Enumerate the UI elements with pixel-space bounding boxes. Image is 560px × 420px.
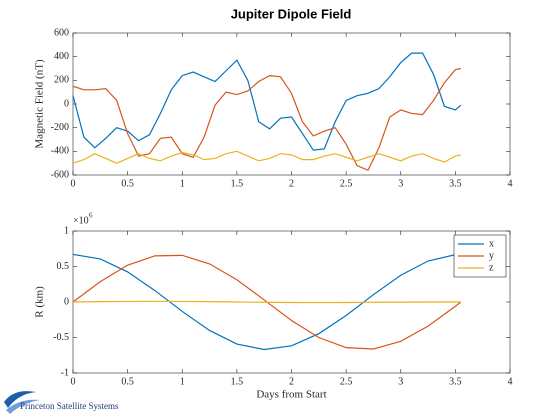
y-tick-label: -400 xyxy=(51,146,69,157)
y-tick-label: 0 xyxy=(64,296,69,307)
legend-label: x xyxy=(489,238,494,249)
y-multiplier-exponent: 6 xyxy=(89,212,93,220)
x-tick-label: 0.5 xyxy=(121,178,134,189)
x-tick-label: 4 xyxy=(508,178,513,189)
x-tick-label: 0 xyxy=(71,376,76,387)
x-tick-label: 0.5 xyxy=(121,376,134,387)
y-tick-label: 1 xyxy=(64,225,69,236)
x-tick-label: 3.5 xyxy=(449,376,462,387)
legend-label: y xyxy=(489,250,494,261)
y-tick-label: -0.5 xyxy=(53,332,69,343)
y-tick-label: -1 xyxy=(61,367,69,378)
x-tick-label: 0 xyxy=(71,178,76,189)
y-tick-label: 0.5 xyxy=(57,261,70,272)
y-tick-label: 0 xyxy=(64,98,69,109)
y-axis-label: R (km) xyxy=(34,286,46,318)
y-tick-label: 400 xyxy=(54,51,69,62)
legend-label: z xyxy=(489,262,494,273)
series-line xyxy=(72,300,461,304)
x-tick-label: 1 xyxy=(180,376,185,387)
logo-swoosh xyxy=(6,399,40,414)
series-line xyxy=(72,254,462,350)
x-axis-label: Days from Start xyxy=(256,389,326,401)
x-tick-label: 3 xyxy=(398,376,403,387)
logo-swoosh xyxy=(4,391,36,408)
logo xyxy=(4,391,40,414)
x-tick-label: 1.5 xyxy=(231,178,244,189)
x-tick-label: 4 xyxy=(508,376,513,387)
x-tick-label: 2.5 xyxy=(340,376,353,387)
y-tick-label: 200 xyxy=(54,75,69,86)
x-tick-label: 2 xyxy=(289,178,294,189)
x-tick-label: 1 xyxy=(180,178,185,189)
x-tick-label: 3.5 xyxy=(449,178,462,189)
y-multiplier-base: ×10 xyxy=(73,215,89,226)
y-tick-label: -200 xyxy=(51,122,69,133)
x-tick-label: 2.5 xyxy=(340,178,353,189)
y-tick-label: 600 xyxy=(54,27,69,38)
x-tick-label: 1.5 xyxy=(231,376,244,387)
footer: Princeton Satellite Systems xyxy=(20,401,119,411)
x-tick-label: 3 xyxy=(398,178,403,189)
series-line xyxy=(72,253,461,351)
y-axis-label: Magnetic Field (nT) xyxy=(34,59,46,149)
series-line xyxy=(72,67,461,172)
series-line xyxy=(72,52,462,151)
chart-title: Jupiter Dipole Field xyxy=(231,6,352,21)
legend: xyz xyxy=(453,234,507,278)
series-line xyxy=(72,150,461,164)
y-tick-label: -600 xyxy=(51,169,69,180)
x-tick-label: 2 xyxy=(289,376,294,387)
